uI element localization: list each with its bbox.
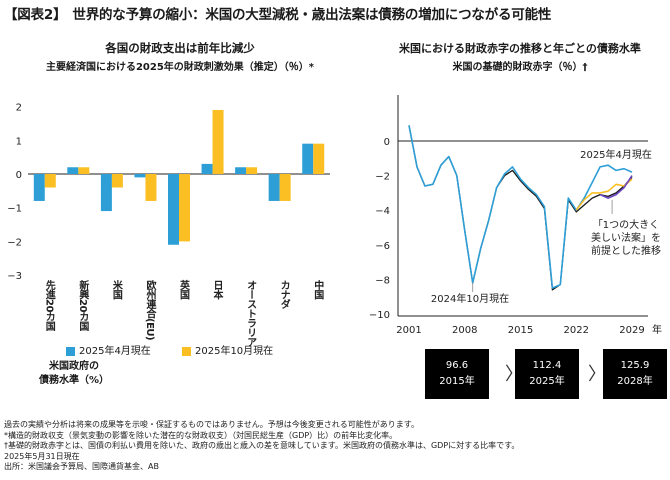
bar — [111, 174, 123, 188]
y-tick-label: 1 — [16, 136, 22, 147]
bar — [212, 109, 224, 174]
bar — [67, 167, 79, 174]
right-chart-subtitle: 米国の基礎的財政赤字（％）† — [452, 62, 588, 73]
debt-label-line1: 米国政府の — [49, 361, 99, 372]
bar — [145, 174, 157, 201]
y-tick-label: 2 — [16, 103, 22, 114]
y-tick-label: −10 — [369, 310, 390, 321]
x-category-label: 英国 — [178, 279, 191, 301]
x-category-label: カナダ — [278, 280, 290, 310]
x-tick-label: 2022 — [564, 325, 589, 336]
x-tick-label: 2015 — [508, 325, 533, 336]
y-tick-label: 0 — [384, 137, 390, 148]
x-category-label: 欧州連合(EU) — [144, 279, 157, 340]
debt-year: 2025年 — [529, 376, 565, 387]
series-line — [575, 178, 633, 211]
legend-swatch-april — [66, 346, 75, 356]
footnote: 出所：米国議会予算局、国際通貨基金、AB — [4, 462, 159, 471]
x-category-label: 米国 — [110, 279, 122, 301]
series-line — [408, 125, 633, 289]
x-tick-label: 2008 — [452, 325, 477, 336]
y-tick-label: −6 — [375, 241, 390, 252]
debt-value: 125.9 — [620, 360, 650, 371]
series-line — [599, 175, 633, 199]
debt-box-2015: 96.6 2015年 — [425, 349, 489, 399]
legend-swatch-october — [182, 346, 191, 356]
debt-year: 2028年 — [617, 376, 653, 387]
debt-label-line2: 債務水準（%） — [38, 375, 110, 386]
annotation-april: 2025年4月現在 — [580, 148, 652, 161]
legend-label-april: 2025年4月現在 — [79, 346, 151, 357]
annotation-bill: 「1つの大きく — [593, 218, 659, 231]
x-category-label: オーストラリア — [245, 280, 257, 347]
x-category-label: 新興20カ国 — [77, 279, 89, 332]
x-category-label: 中国 — [312, 279, 324, 301]
footnote: 過去の実績や分析は将来の成果等を示唆・保証するものではありません。予想は今後変更… — [4, 420, 419, 429]
y-tick-label: −4 — [375, 206, 390, 217]
bar — [78, 167, 90, 174]
bar — [313, 143, 325, 174]
debt-year: 2015年 — [439, 376, 475, 387]
bar — [44, 174, 56, 188]
x-tick-label: 2029 — [619, 325, 644, 336]
bar — [279, 174, 291, 201]
footnote: 2025年5月31日現在 — [4, 451, 80, 461]
bar — [268, 174, 280, 201]
debt-box-2025: 112.4 2025年 — [515, 349, 579, 399]
annotation-bill: 前提とした推移 — [591, 244, 661, 257]
debt-box-2028: 125.9 2028年 — [603, 349, 667, 399]
bar — [235, 167, 247, 174]
footnote: *構造的財政収支（景気変動の影響を除いた潜在的な財政収支）（対国民総生産（GDP… — [4, 430, 398, 440]
figure-title: 世界的な予算の縮小：米国の大型減税・歳出法案は債務の増加につながる可能性 — [72, 7, 552, 23]
y-tick-label: −3 — [7, 271, 22, 282]
y-tick-label: 0 — [16, 170, 22, 181]
bar — [302, 143, 314, 174]
x-category-label: 日本 — [211, 280, 223, 301]
y-tick-label: −2 — [7, 237, 22, 248]
x-category-label: 先進20カ国 — [43, 279, 55, 332]
x-tick-label: 2001 — [396, 325, 421, 336]
debt-value: 112.4 — [532, 360, 562, 371]
left-chart-title: 各国の財政支出は前年比減少 — [105, 41, 255, 55]
bar — [134, 174, 146, 178]
bar — [246, 167, 258, 174]
legend-label-october: 2025年10月現在 — [195, 346, 274, 357]
bar — [201, 163, 213, 174]
annotation-bill: 美しい法案」を — [591, 231, 661, 244]
y-tick-label: −2 — [375, 172, 390, 183]
bar — [179, 174, 190, 242]
bar — [33, 174, 45, 201]
arrow-icon: 〉 — [588, 364, 606, 385]
bar-legend: 2025年4月現在 2025年10月現在 — [66, 342, 273, 357]
bar — [100, 174, 112, 212]
right-chart-title: 米国における財政赤字の推移と年ごとの債務水準 — [399, 42, 641, 55]
debt-value: 96.6 — [445, 360, 469, 371]
debt-row-label: 米国政府の 債務水準（%） — [19, 360, 129, 388]
x-axis-unit: 年 — [652, 323, 662, 336]
y-tick-label: −8 — [375, 275, 390, 286]
y-tick-label: −1 — [7, 204, 22, 215]
annotation-oct2024: 2024年10月現在 — [431, 292, 509, 305]
left-chart-subtitle: 主要経済国における2025年の財政刺激効果（推定）（％）* — [45, 62, 315, 73]
footnote: †基礎的財政赤字とは、国債の利払い費用を除いた、政府の歳出と歳入の差を意味してい… — [4, 441, 520, 450]
figure-tag: 【図表2】 — [4, 7, 67, 23]
footnotes: 過去の実績や分析は将来の成果等を示唆・保証するものではありません。予想は今後変更… — [4, 420, 519, 473]
bar — [168, 174, 179, 245]
figure-header: 【図表2】 世界的な予算の縮小：米国の大型減税・歳出法案は債務の増加につながる可能… — [4, 3, 551, 23]
